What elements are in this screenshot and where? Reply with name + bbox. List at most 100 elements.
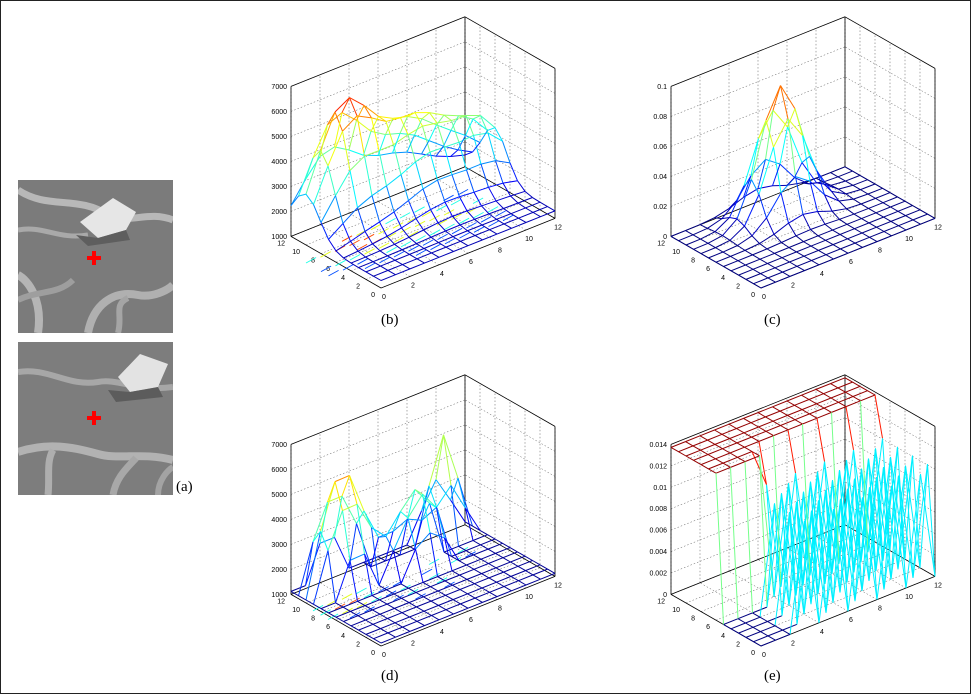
- mesh-edge: [760, 625, 776, 633]
- mesh-edge: [759, 233, 775, 244]
- mesh-edge: [422, 493, 438, 509]
- mesh-edge: [502, 180, 518, 184]
- mesh-edge: [852, 184, 861, 191]
- mesh-edge: [437, 590, 446, 596]
- mesh-edge: [766, 248, 775, 254]
- mesh-edge: [350, 610, 359, 617]
- axes-d: 1000 2000 3000 4000 5000 6000 7000 0 2 4 6 8 10 12 0 2 4…: [271, 374, 562, 659]
- mesh-edge: [729, 452, 738, 458]
- mesh-edge: [365, 633, 374, 640]
- mesh-edge: [305, 157, 314, 180]
- mesh-edge: [334, 496, 343, 538]
- mesh-edge: [759, 455, 768, 608]
- mesh-edge: [399, 116, 408, 134]
- mesh-edge: [801, 394, 810, 400]
- mesh-edge: [737, 451, 753, 458]
- mesh-edge: [715, 255, 731, 263]
- grid-line: [464, 41, 556, 94]
- grid-line: [844, 76, 936, 129]
- mesh-edge: [722, 218, 738, 236]
- mesh-edge: [811, 510, 820, 623]
- mesh-edge: [745, 258, 761, 266]
- mesh-edge: [436, 120, 452, 124]
- axis-edge: [670, 374, 846, 445]
- mesh-edge: [532, 574, 541, 580]
- z-tick-label: 1000: [271, 592, 287, 599]
- mesh-edge: [794, 404, 803, 411]
- mesh-edge: [453, 245, 469, 252]
- mesh-edge: [356, 510, 365, 524]
- mesh-edge: [466, 163, 482, 171]
- mesh-edge: [479, 529, 488, 536]
- contour-segment: [393, 236, 404, 243]
- mesh-edge: [786, 182, 802, 186]
- mesh-edge: [371, 595, 380, 601]
- mesh-edge: [905, 223, 921, 231]
- mesh-edge: [804, 264, 820, 272]
- contour-segment: [399, 212, 411, 219]
- x-tick-label: 4: [440, 271, 444, 278]
- mesh-edge: [816, 403, 825, 409]
- mesh-edge: [452, 578, 468, 586]
- y-tick-label: 8: [691, 616, 695, 623]
- mesh-edge: [481, 205, 490, 215]
- mesh-edge: [407, 125, 423, 136]
- mesh-edge: [474, 591, 490, 599]
- mesh-edge: [481, 573, 490, 579]
- mesh-edge: [363, 131, 372, 156]
- mesh-edge: [760, 639, 776, 647]
- mesh-edge: [452, 599, 461, 605]
- mesh-edge: [464, 151, 473, 156]
- y-tick-label: 2: [356, 283, 360, 290]
- mesh-edge: [758, 441, 767, 485]
- mesh-edge: [349, 155, 365, 171]
- mesh-edge: [745, 273, 761, 280]
- mesh-edge: [422, 581, 431, 588]
- y-tick-label: 2: [356, 641, 360, 648]
- mesh-edge: [511, 222, 527, 229]
- mesh-edge: [335, 240, 351, 252]
- mesh-edge: [373, 638, 382, 644]
- mesh-edge: [371, 527, 380, 586]
- mesh-edge: [779, 410, 788, 416]
- mesh-edge: [876, 220, 892, 228]
- mesh-edge: [372, 243, 381, 252]
- mesh-edge: [832, 238, 848, 246]
- mesh-edge: [466, 578, 475, 585]
- surface-e: [670, 377, 936, 647]
- x-tick-label: 2: [791, 282, 795, 289]
- mesh-edge: [480, 558, 489, 564]
- mesh-edge: [473, 548, 489, 556]
- mesh-edge: [816, 418, 825, 462]
- mesh-edge: [510, 190, 526, 197]
- mesh-edge: [421, 140, 430, 155]
- mesh-edge: [714, 438, 730, 445]
- mesh-edge: [736, 218, 745, 227]
- z-tick-label: 0.02: [653, 204, 667, 211]
- y-tick-label: 2: [736, 283, 740, 290]
- mesh-edge: [407, 493, 423, 519]
- mesh-edge: [349, 475, 358, 505]
- mesh-edge: [816, 182, 825, 185]
- y-tick-label: 0: [751, 292, 755, 299]
- mesh-edge: [875, 206, 891, 214]
- contour-segment: [429, 215, 440, 222]
- mesh-edge: [503, 217, 519, 225]
- contour-segment: [437, 233, 448, 240]
- mesh-edge: [370, 116, 379, 132]
- mesh-edge: [402, 258, 418, 266]
- mesh-edge: [831, 406, 847, 413]
- mesh-edge: [758, 420, 774, 428]
- mesh-edge: [423, 604, 439, 612]
- mesh-edge: [517, 202, 526, 209]
- axis-edge: [464, 524, 556, 577]
- mesh-edge: [349, 553, 365, 561]
- mesh-edge: [795, 176, 811, 182]
- z-tick-label: 0.002: [649, 570, 667, 577]
- mesh-edge: [730, 255, 739, 262]
- mesh-edge: [730, 467, 739, 619]
- contour-segment: [370, 223, 382, 231]
- mesh-edge: [854, 478, 863, 592]
- z-tick-label: 0.006: [649, 528, 667, 535]
- mesh-edge: [298, 193, 307, 197]
